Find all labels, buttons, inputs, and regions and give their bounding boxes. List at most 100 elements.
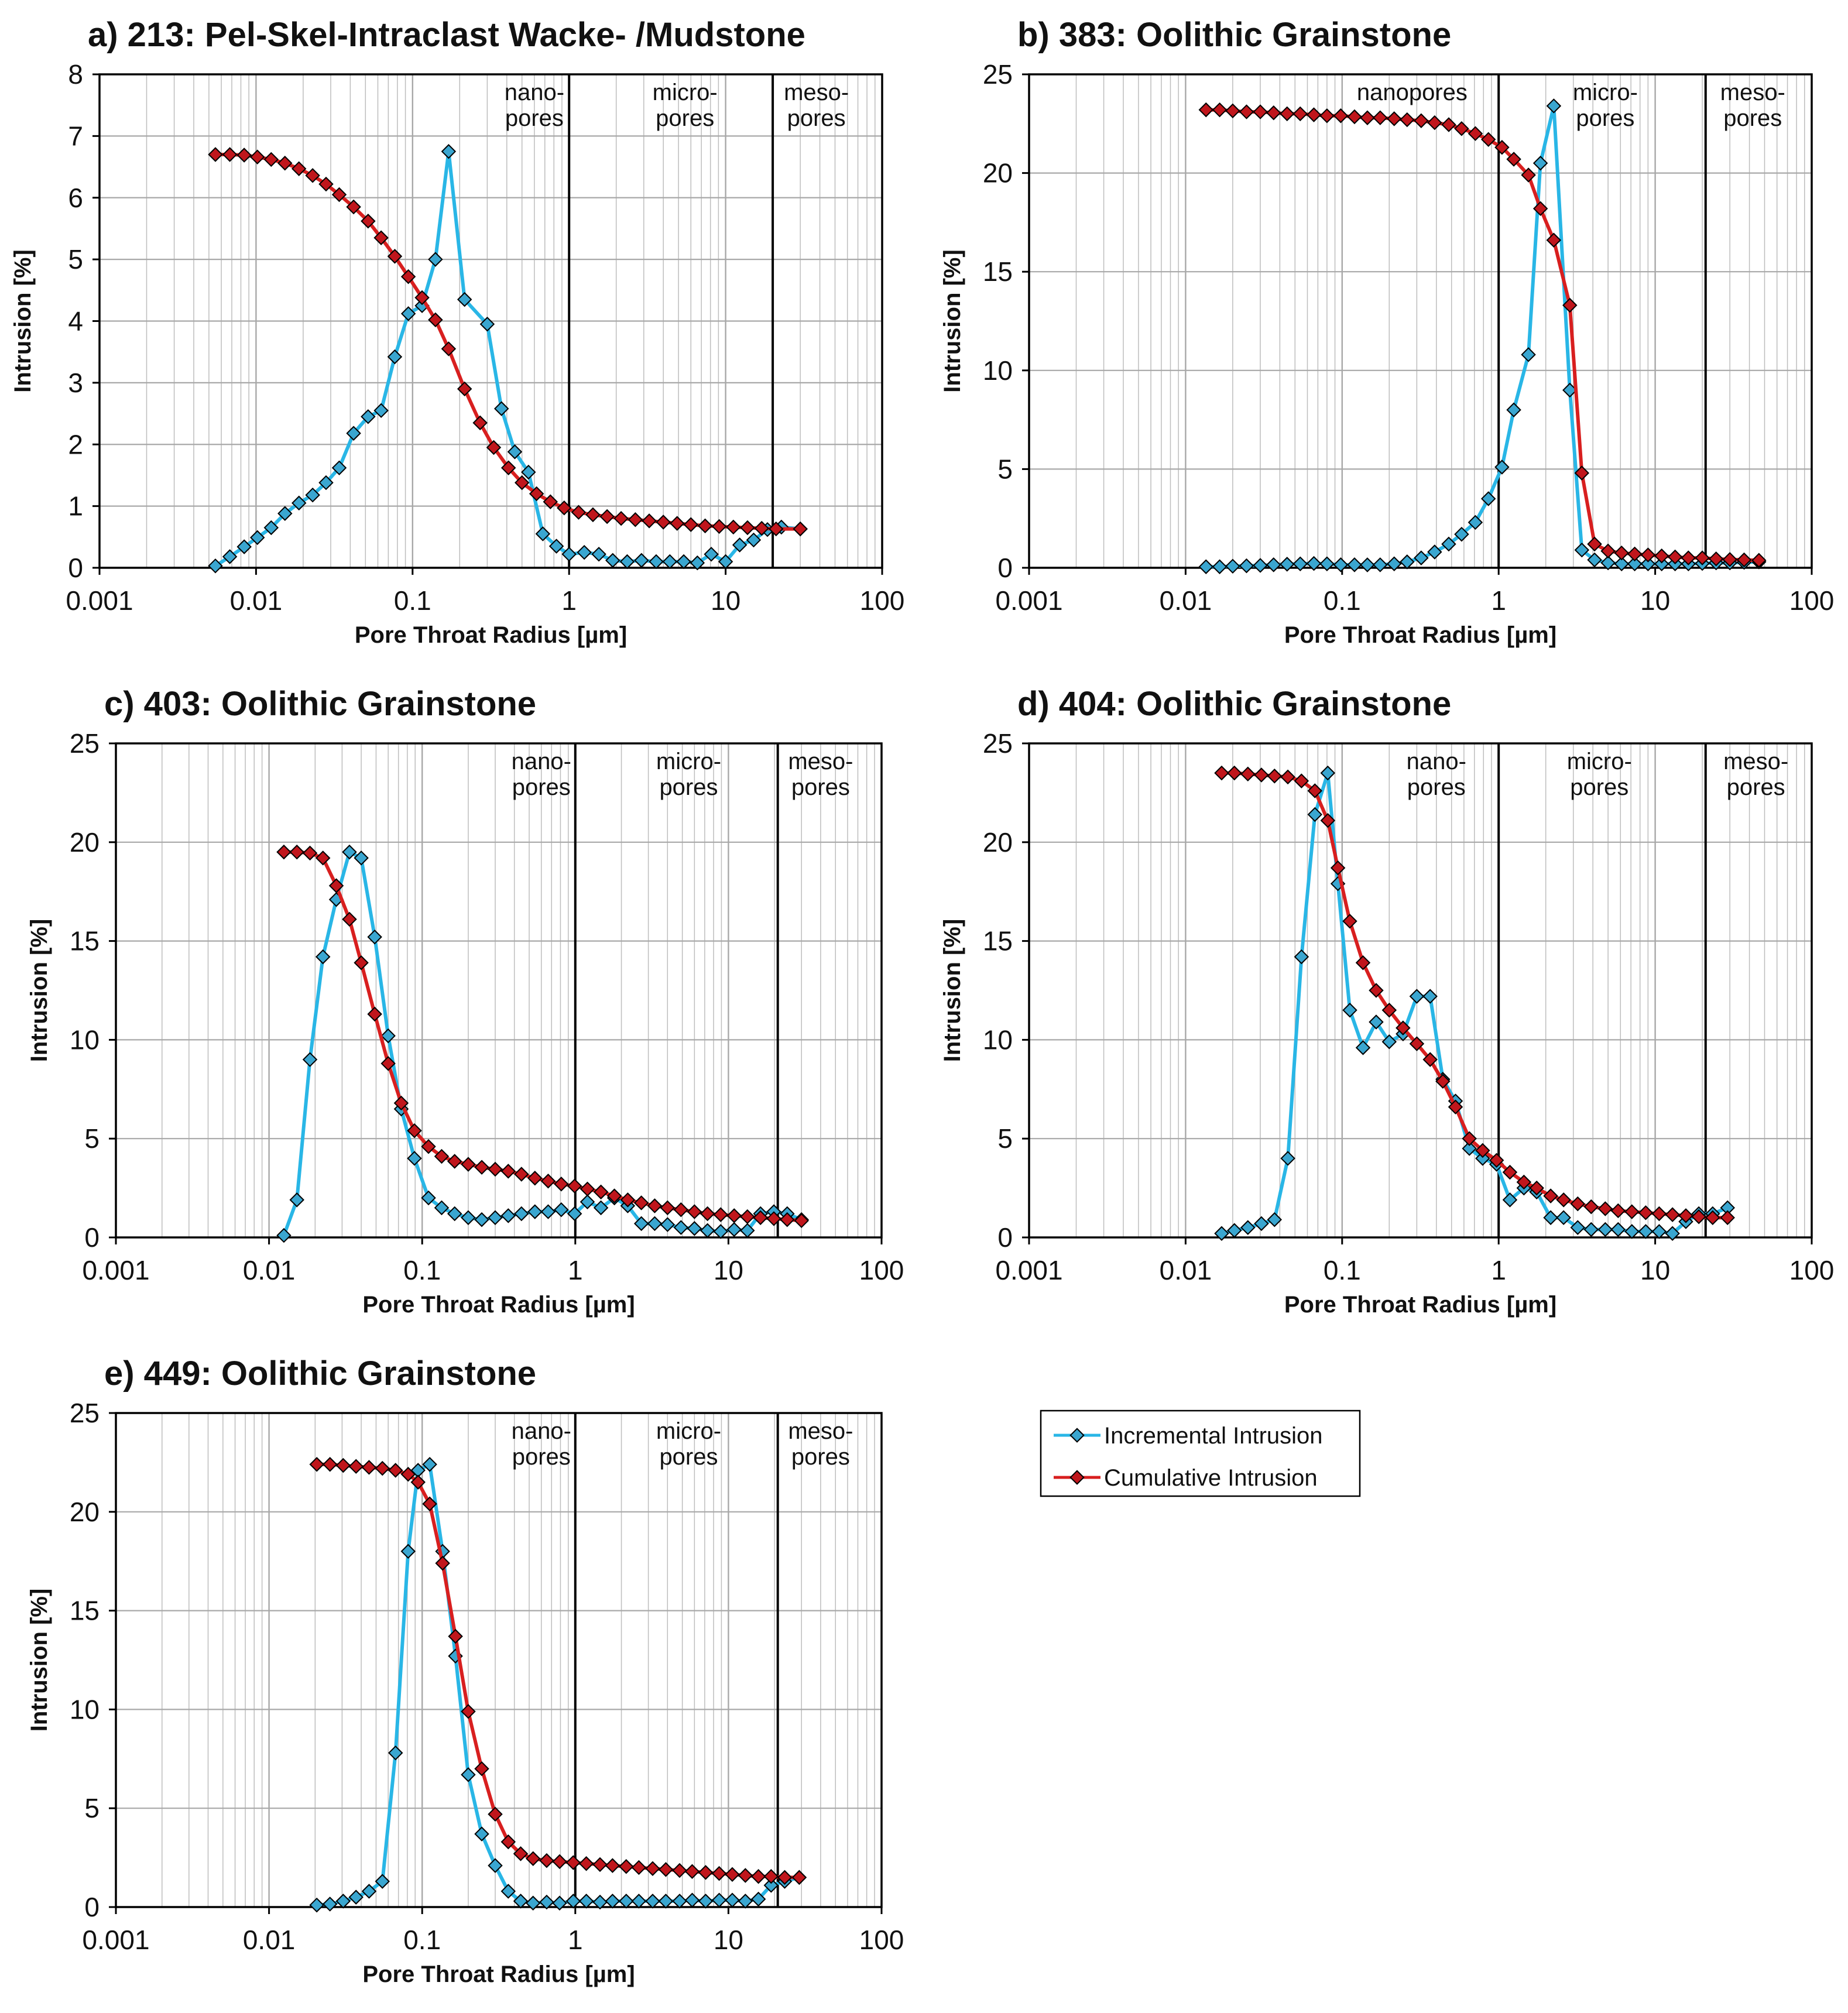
data-point-cumulative [263, 152, 279, 167]
data-point-incremental [1333, 557, 1349, 572]
chart-panel-a: a) 213: Pel-Skel-Intraclast Wacke- /Muds… [10, 16, 904, 648]
data-point-incremental [315, 949, 331, 965]
data-point-cumulative [1600, 543, 1616, 559]
data-point-cumulative [750, 1868, 766, 1884]
plot-frame [1028, 73, 1813, 569]
y-axis-label: Intrusion [%] [10, 249, 36, 392]
data-point-incremental [479, 317, 495, 332]
y-axis-label: Intrusion [%] [940, 919, 965, 1062]
data-point-cumulative [388, 1463, 403, 1478]
data-point-incremental [1373, 557, 1388, 572]
data-point-cumulative [711, 1865, 727, 1881]
panel-title: c) 403: Oolithic Grainstone [104, 685, 536, 723]
data-point-incremental [375, 1874, 390, 1889]
data-point-incremental [713, 1224, 728, 1239]
x-tick-label: 10 [711, 585, 740, 616]
x-axis-label: Pore Throat Radius [µm] [362, 1961, 635, 1987]
data-point-cumulative [1665, 1207, 1680, 1222]
data-point-incremental [1414, 550, 1429, 565]
y-tick-label: 0 [84, 1222, 100, 1253]
data-point-cumulative [565, 1855, 581, 1870]
data-point-cumulative [670, 516, 685, 531]
data-point-incremental [1347, 557, 1362, 572]
x-tick-label: 100 [859, 1925, 904, 1955]
data-point-cumulative [472, 415, 488, 431]
data-point-cumulative [289, 844, 304, 860]
zone-label-0-line2: pores [1407, 774, 1466, 800]
data-point-cumulative [539, 1853, 554, 1868]
legend-incremental-marker [1069, 1428, 1085, 1443]
y-tick-label: 10 [983, 355, 1013, 386]
data-point-incremental [684, 1892, 700, 1908]
x-tick-label: 0.01 [243, 1255, 296, 1285]
data-point-cumulative [346, 199, 361, 215]
data-point-incremental [1400, 554, 1415, 570]
zone-label-0-line2: pores [505, 105, 564, 131]
data-point-cumulative [687, 1204, 702, 1219]
data-point-incremental [1521, 347, 1536, 362]
data-point-incremental [634, 553, 649, 568]
data-point-cumulative [605, 1858, 620, 1873]
y-tick-label: 2 [68, 429, 83, 459]
data-point-cumulative [540, 1174, 556, 1189]
y-tick-label: 20 [70, 827, 100, 858]
x-tick-label: 0.1 [403, 1925, 441, 1955]
data-point-incremental [1292, 556, 1308, 572]
data-point-cumulative [1454, 121, 1469, 136]
y-tick-label: 5 [997, 454, 1013, 484]
gridlines [116, 1412, 882, 1907]
data-point-cumulative [1468, 126, 1483, 141]
x-tick-label: 0.001 [82, 1925, 149, 1955]
data-point-cumulative [407, 1123, 422, 1138]
data-point-incremental [561, 547, 577, 562]
data-point-incremental [292, 495, 307, 511]
data-point-incremental [422, 1457, 437, 1472]
data-point-incremental [548, 539, 564, 554]
data-point-incremental [672, 1894, 687, 1909]
data-point-incremental [1462, 1141, 1477, 1156]
data-point-cumulative [500, 460, 516, 475]
data-point-incremental [428, 252, 443, 267]
x-tick-label: 100 [1789, 1255, 1835, 1285]
data-point-incremental [687, 1221, 702, 1236]
y-tick-label: 0 [997, 1222, 1013, 1253]
legend-cumulative-label: Cumulative Intrusion [1104, 1465, 1318, 1491]
data-point-incremental [305, 487, 320, 503]
data-point-cumulative [457, 381, 472, 397]
data-point-incremental [1360, 557, 1375, 572]
data-point-incremental [331, 460, 347, 476]
data-point-cumulative [1610, 1203, 1626, 1219]
data-point-incremental [387, 349, 403, 365]
data-point-incremental [302, 1052, 318, 1067]
x-tick-label: 0.01 [1160, 1255, 1212, 1285]
data-point-incremental [1225, 558, 1240, 574]
data-point-incremental [500, 1208, 516, 1223]
data-point-cumulative [1240, 766, 1256, 782]
data-point-incremental [1307, 807, 1322, 822]
data-point-incremental [335, 1894, 351, 1909]
data-point-incremental [1386, 556, 1402, 571]
data-point-cumulative [660, 1200, 676, 1216]
zone-label-1: micro- [1567, 749, 1632, 774]
data-point-cumulative [613, 510, 629, 526]
data-point-cumulative [700, 1206, 715, 1222]
data-point-cumulative [1556, 1192, 1571, 1208]
data-point-incremental [1320, 765, 1336, 781]
data-point-incremental [619, 1894, 634, 1909]
y-tick-label: 10 [70, 1694, 100, 1724]
data-point-incremental [1610, 1222, 1626, 1237]
data-point-incremental [540, 1204, 556, 1219]
series-cumulative [1214, 765, 1735, 1225]
chart-panel-c: c) 403: Oolithic Grainstonenano-poresmic… [26, 685, 904, 1318]
data-point-incremental [1546, 98, 1562, 114]
x-tick-label: 0.001 [66, 585, 133, 616]
data-point-cumulative [348, 1459, 364, 1474]
zone-label-2: meso- [1723, 749, 1788, 774]
y-axis-label: Intrusion [%] [940, 249, 965, 392]
data-point-cumulative [713, 1207, 728, 1222]
zone-label-0: nano- [505, 80, 564, 105]
data-point-incremental [1624, 1224, 1640, 1239]
y-tick-label: 25 [70, 728, 100, 759]
data-point-cumulative [474, 1761, 489, 1777]
data-point-incremental [1454, 526, 1469, 542]
